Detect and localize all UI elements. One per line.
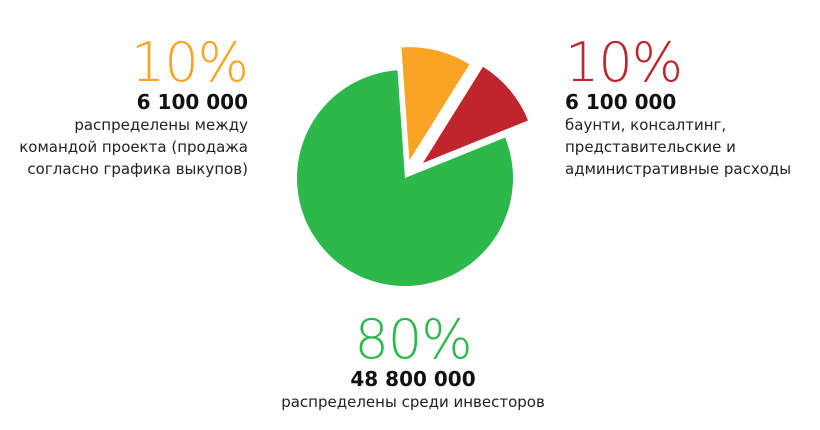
team-amount-label: 6 100 000 <box>136 90 248 114</box>
team-description: распределены между командой проекта (про… <box>19 114 248 180</box>
team-description-line: согласно графика выкупов) <box>27 160 248 178</box>
expenses-description-line: баунти, консалтинг, <box>565 116 727 134</box>
pie-slice-investors <box>297 70 513 286</box>
legend-expenses: 10% 6 100 000 баунти, консалтинг, предст… <box>565 36 791 180</box>
legend-team: 10% 6 100 000 распределены между командо… <box>19 31 249 180</box>
pie-slice-expenses <box>422 66 529 163</box>
expenses-description: баунти, консалтинг, представительские и … <box>565 114 791 180</box>
expenses-percent-label: 10% <box>565 31 683 94</box>
team-description-line: распределены между <box>74 116 248 134</box>
expenses-amount-label: 6 100 000 <box>565 90 677 114</box>
investors-description: распределены среди инвесторов <box>0 391 820 413</box>
pie-slice-team <box>401 47 470 161</box>
investors-description-line: распределены среди инвесторов <box>281 393 545 411</box>
investors-percent-label: 80% <box>354 308 472 371</box>
team-percent-label: 10% <box>130 31 249 94</box>
team-description-line: командой проекта (продажа <box>19 138 248 156</box>
expenses-description-line: представительские и <box>565 138 736 156</box>
legend-investors: 80% 48 800 000 распределены среди инвест… <box>0 313 820 413</box>
expenses-description-line: административные расходы <box>565 160 792 178</box>
investors-amount-label: 48 800 000 <box>350 367 476 391</box>
